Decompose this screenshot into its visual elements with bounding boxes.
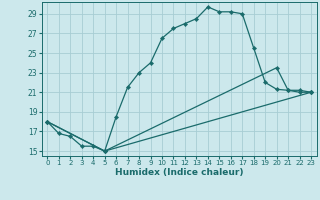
X-axis label: Humidex (Indice chaleur): Humidex (Indice chaleur): [115, 168, 244, 177]
